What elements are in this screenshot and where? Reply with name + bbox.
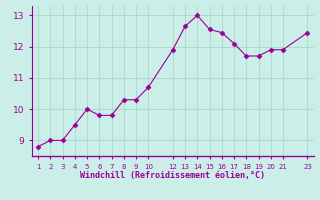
X-axis label: Windchill (Refroidissement éolien,°C): Windchill (Refroidissement éolien,°C) <box>80 171 265 180</box>
